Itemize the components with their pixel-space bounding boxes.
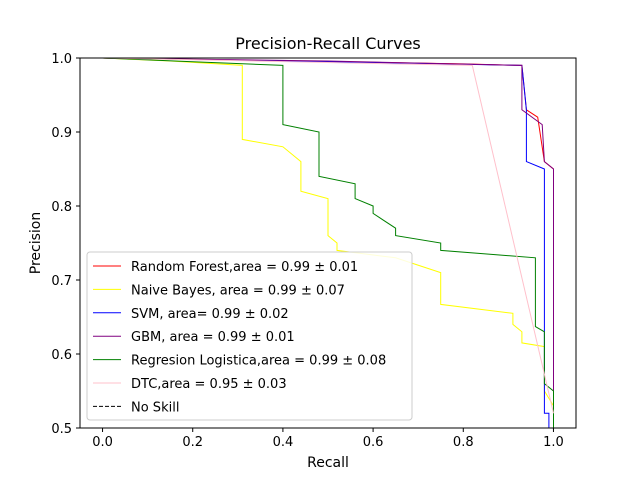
series-line-3 [102, 58, 554, 428]
x-axis-title: Recall [307, 455, 349, 471]
y-axis-title: Precision [28, 212, 44, 274]
x-tick-label: 1.0 [543, 435, 564, 450]
x-tick-label: 0.4 [273, 435, 294, 450]
y-tick-label: 0.6 [51, 348, 72, 363]
series-line-4 [102, 58, 554, 428]
legend-label-0: Random Forest,area = 0.99 ± 0.01 [131, 260, 358, 275]
x-tick-label: 0.2 [182, 435, 203, 450]
legend-label-6: No Skill [131, 400, 179, 415]
chart-title: Precision-Recall Curves [235, 34, 421, 53]
x-tick-label: 0.0 [92, 435, 113, 450]
y-tick-label: 0.5 [51, 422, 72, 437]
legend-label-3: GBM, area = 0.99 ± 0.01 [131, 330, 295, 345]
x-tick-label: 0.8 [453, 435, 474, 450]
plot-frame [79, 57, 577, 429]
legend-label-2: SVM, area= 0.99 ± 0.02 [131, 307, 289, 322]
legend: Random Forest,area = 0.99 ± 0.01 Naive Ba… [86, 251, 413, 421]
x-tick-label: 0.6 [363, 435, 384, 450]
y-tick-label: 1.0 [51, 52, 72, 67]
axes-layer: 0.0 0.2 0.4 0.6 0.8 1.0 0.5 0.6 0.7 0.8 0.9 1.0 [51, 52, 563, 450]
y-tick-label: 0.8 [51, 200, 72, 215]
legend-box [86, 251, 413, 421]
legend-label-5: DTC,area = 0.95 ± 0.03 [131, 377, 287, 392]
legend-label-1: Naive Bayes, area = 0.99 ± 0.07 [131, 283, 345, 298]
y-tick-label: 0.9 [51, 126, 72, 141]
y-tick-label: 0.7 [51, 274, 72, 289]
series-line-5 [102, 58, 554, 414]
legend-label-4: Regresion Logistica,area = 0.99 ± 0.08 [131, 354, 386, 369]
